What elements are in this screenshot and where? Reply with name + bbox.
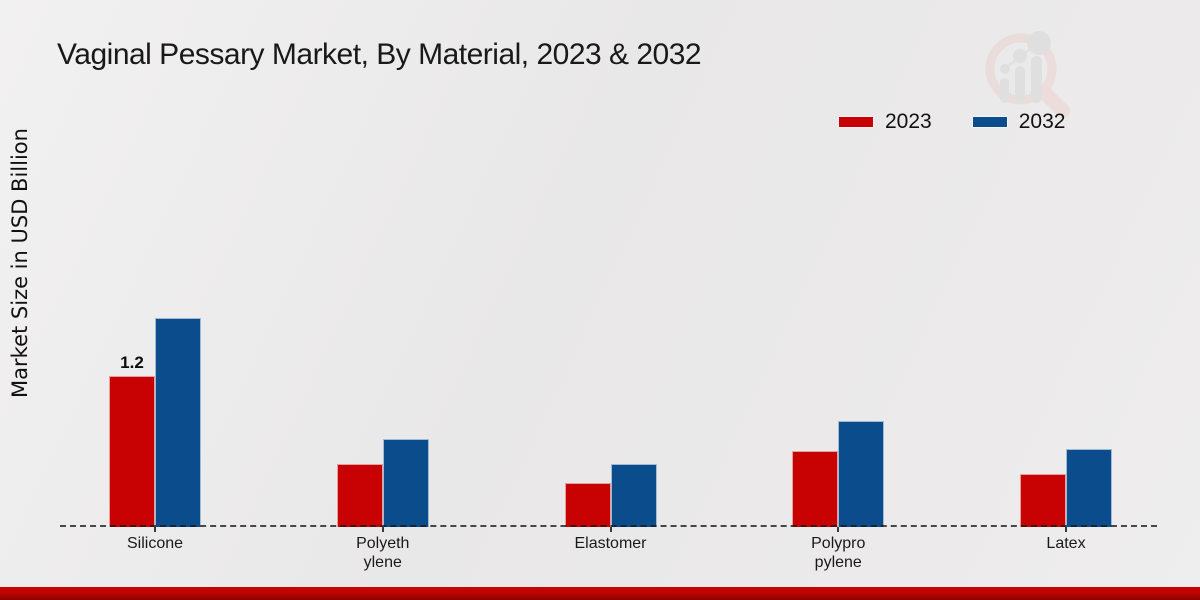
bar-2023-silicone (109, 376, 155, 527)
x-axis-baseline (60, 525, 1157, 527)
legend-swatch-2023 (838, 116, 874, 128)
bar-2032-polypropylene (838, 421, 885, 527)
footer-red-strip (0, 587, 1200, 600)
bar-2023-elastomer (564, 483, 611, 527)
bar-2032-polyethylene (382, 439, 429, 527)
chart-title: Vaginal Pessary Market, By Material, 202… (57, 38, 702, 71)
magnifier-bar-chart-logo-icon (985, 31, 1070, 118)
x-axis-tick (381, 527, 384, 532)
x-tick-label-latex: Latex (1046, 535, 1086, 552)
bar-2032-latex (1066, 449, 1112, 527)
legend-item-2023: 2023 (838, 110, 932, 134)
bar-value-label: 1.2 (120, 353, 144, 372)
x-tick-label-polypropylene: Polypro pylene (811, 535, 866, 571)
bar-2023-polyethylene (336, 464, 383, 527)
x-tick-label-elastomer: Elastomer (574, 535, 647, 552)
legend-item-2032: 2032 (971, 110, 1066, 134)
legend: 2023 2032 (838, 110, 1065, 134)
bar-2032-elastomer (610, 464, 657, 527)
x-axis-tick (1065, 527, 1067, 532)
bar-2023-latex (1020, 474, 1066, 527)
bar-2032-silicone (155, 318, 201, 527)
bar-2023-polypropylene (792, 451, 839, 527)
legend-label-2032: 2032 (1018, 110, 1066, 133)
x-tick-label-polyethylene: Polyeth ylene (356, 535, 410, 571)
x-axis-tick (154, 527, 156, 532)
x-axis-tick (837, 527, 840, 532)
legend-swatch-2032 (971, 116, 1008, 128)
legend-label-2023: 2023 (885, 110, 932, 133)
x-tick-label-silicone: Silicone (126, 535, 184, 552)
x-axis-tick (609, 527, 612, 532)
